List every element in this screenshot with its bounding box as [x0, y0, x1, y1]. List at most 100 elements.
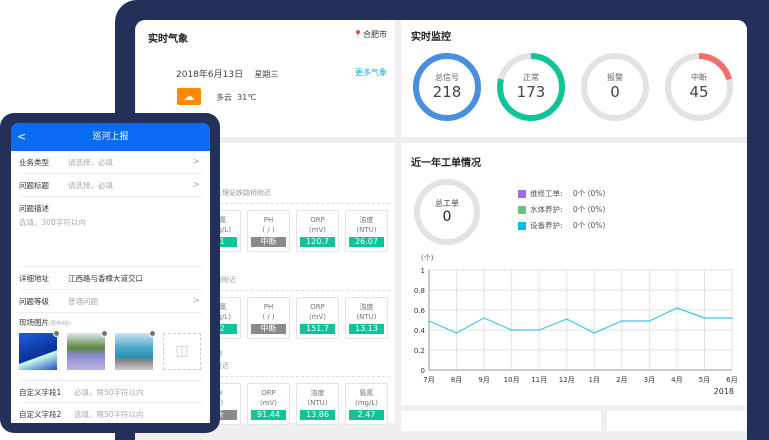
city-label: 合肥市 — [363, 30, 387, 39]
data-point — [621, 320, 623, 322]
series-line — [428, 307, 732, 334]
address-field[interactable]: 详细地址 江西路与香樟大道交口 — [19, 267, 202, 290]
back-arrow-icon[interactable]: < — [17, 130, 27, 143]
station-title: 处理站铁路桥附近 — [215, 189, 271, 197]
legend-swatch — [518, 189, 526, 198]
custom-field-2[interactable]: 自定义字段2 选填，限50字符以内 — [19, 403, 202, 423]
data-point — [483, 317, 485, 319]
ring-label-2: 报警 0 — [607, 73, 623, 101]
workorder-line-chart: (个) 0 0.2 0.4 0.6 0.8 1 7月 8月 9月 10月 11月 12月 1月 2月 3月 4月… — [414, 254, 738, 396]
bottom-card-left — [401, 411, 601, 431]
remove-photo-icon — [149, 330, 156, 337]
ring-3 — [665, 53, 733, 121]
sensor-reading[interactable]: 浊度 (NTU) 26.07 — [345, 210, 388, 252]
more-weather-link[interactable]: 更多气象 — [355, 68, 387, 77]
data-point — [593, 332, 596, 334]
ring-progress — [497, 53, 565, 121]
x-tick-label: 6月 — [726, 376, 737, 384]
photo-thumbnail[interactable] — [19, 330, 60, 370]
bottom-card-right — [607, 411, 747, 431]
patrol-report-form: < 巡河上报 业务类型 请选择，必填 > 问题标题 请选择，必填 > 问题描述 选填，30… — [11, 123, 210, 423]
y-axis-unit: (个) — [421, 254, 434, 262]
ring-progress — [413, 53, 481, 121]
x-tick-label: 5月 — [699, 376, 710, 384]
year-label: 2018 — [714, 387, 734, 396]
data-point — [538, 329, 540, 331]
x-tick-label: 12月 — [559, 376, 575, 384]
photo-thumbnail[interactable] — [67, 330, 108, 370]
issue-level-field[interactable]: 问题等级 普通问题 > — [19, 290, 202, 313]
x-tick-label: 9月 — [478, 376, 489, 384]
weather-condition: 多云 31℃ — [216, 93, 257, 102]
x-tick-label: 2月 — [616, 376, 627, 384]
ring-label-3: 中断 45 — [689, 73, 709, 101]
y-tick-label: 0.8 — [414, 287, 425, 295]
station-title: 桥附近 — [215, 276, 236, 284]
remove-photo-icon — [101, 330, 108, 337]
sensor-reading[interactable]: ORP (mV) 91.44 — [247, 383, 290, 425]
photo-thumbnail[interactable] — [115, 330, 156, 370]
x-tick-label: 11月 — [531, 376, 547, 384]
weather-title: 实时气象 — [148, 34, 188, 45]
y-tick-label: 0 — [421, 367, 425, 375]
location-pin-icon: 📍 — [353, 30, 363, 39]
divider — [210, 203, 390, 204]
chevron-right-icon: > — [192, 157, 200, 167]
legend-item: 维修工单: 0个 (0%) — [518, 188, 605, 199]
y-tick-label: 1 — [421, 267, 425, 275]
ring-progress — [665, 53, 733, 121]
sensor-reading[interactable]: ORP (mV) 151.7 — [296, 297, 339, 339]
y-tick-label: 0.2 — [414, 347, 425, 355]
total-workorder: 总工单 0 — [435, 199, 459, 225]
business-type-field[interactable]: 业务类型 请选择，必填 > — [19, 151, 202, 174]
ring-0 — [413, 53, 481, 121]
data-point — [510, 329, 513, 331]
phone-header: < 巡河上报 — [11, 123, 210, 151]
sensor-reading[interactable]: ORP (mV) 120.7 — [296, 210, 339, 252]
ring-2 — [581, 53, 649, 121]
data-point — [565, 318, 568, 320]
data-point — [648, 320, 651, 322]
photos-label: 现场图片(限传4张) — [19, 318, 72, 327]
y-tick-label: 0.4 — [414, 327, 426, 335]
ring-1 — [497, 53, 565, 121]
sensor-reading[interactable]: PH( / ) 中断 — [247, 297, 290, 339]
divider — [210, 290, 390, 291]
ring-label-0: 总信号 218 — [432, 73, 462, 101]
data-point — [428, 320, 430, 322]
divider — [210, 376, 390, 377]
x-tick-label: 7月 — [423, 376, 434, 384]
sensor-reading[interactable]: 浊度 (NTU) 13.86 — [296, 383, 339, 425]
x-tick-label: 4月 — [671, 376, 682, 384]
city-selector[interactable]: 📍合肥市 — [353, 29, 387, 40]
data-point — [676, 307, 678, 309]
x-tick-label: 10月 — [504, 376, 520, 384]
description-field[interactable]: 问题描述 选填，300字符以内 — [19, 197, 202, 267]
data-point — [731, 317, 733, 319]
custom-field-1[interactable]: 自定义字段1 必填，限50字符以内 — [19, 380, 202, 403]
legend-item: 水体养护: 0个 (0%) — [518, 204, 605, 215]
issue-title-field[interactable]: 问题标题 请选择，必填 > — [19, 174, 202, 197]
data-point — [703, 317, 706, 319]
chevron-right-icon: > — [192, 296, 200, 306]
weather-card: 实时气象 📍合肥市 2018年6月13日 星期三 更多气象 ☁ 多云 31℃ — [136, 20, 395, 137]
x-tick-label: 3月 — [644, 376, 655, 384]
data-point — [455, 332, 458, 334]
station-subtitle: 附近 — [215, 362, 229, 370]
ring-label-1: 正常 173 — [516, 73, 546, 101]
x-tick-label: 8月 — [451, 376, 462, 384]
total-workorder-ring — [414, 179, 480, 245]
partly-cloudy-icon: ☁ — [177, 88, 201, 105]
monitor-title: 实时监控 — [411, 32, 451, 43]
x-tick-label: 1月 — [589, 376, 600, 384]
sensor-reading[interactable]: PH( / ) 中断 — [247, 210, 290, 252]
sensor-reading[interactable]: 氨氮 (mg/L) 2.47 — [345, 383, 388, 425]
workorder-title: 近一年工单情况 — [411, 158, 481, 169]
legend-swatch — [518, 221, 526, 230]
add-photo-camera-icon[interactable]: ◫ — [163, 333, 201, 370]
monitor-card: 实时监控 总信号 218 正常 173 报警 0 中断 45 — [401, 20, 747, 137]
legend-swatch — [518, 205, 526, 214]
legend-item: 设备养护: 0个 (0%) — [518, 220, 605, 231]
remove-photo-icon — [53, 330, 60, 337]
sensor-reading[interactable]: 浊度 (NTU) 13.13 — [345, 297, 388, 339]
